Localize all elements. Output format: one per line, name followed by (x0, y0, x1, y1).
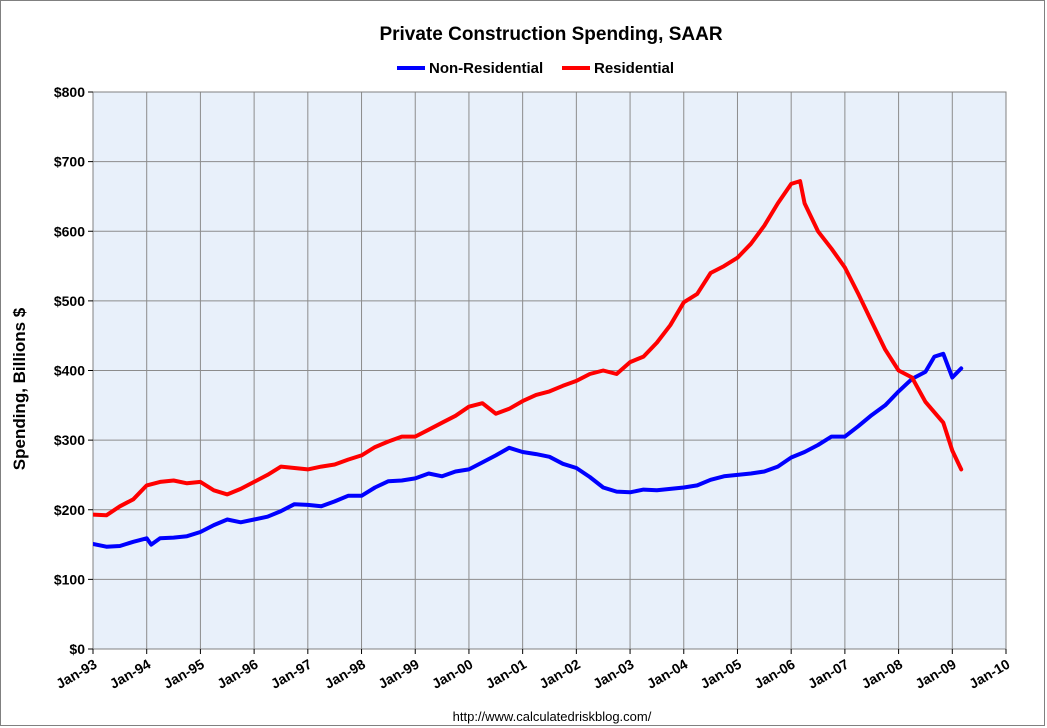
x-tick-label: Jan-93 (53, 656, 100, 692)
y-tick-label: $700 (54, 154, 85, 170)
series-lines (93, 179, 964, 549)
x-tick-label: Jan-05 (698, 656, 745, 692)
y-axis-ticks: $0 $100 $200 $300 $400 $500 $600 $700 $800 (54, 84, 93, 657)
source-link[interactable]: http://www.calculatedriskblog.com/ (453, 709, 652, 724)
y-tick-label: $300 (54, 432, 85, 448)
x-tick-label: Jan-99 (375, 656, 422, 692)
x-tick-label: Jan-95 (160, 656, 207, 692)
legend-label-residential: Residential (594, 60, 674, 77)
series-line-non-residential (93, 351, 964, 549)
y-axis-title: Spending, Billions $ (10, 307, 29, 470)
series-line-residential (93, 179, 964, 518)
x-tick-label: Jan-04 (644, 656, 691, 692)
x-tick-label: Jan-02 (536, 656, 583, 692)
x-tick-label: Jan-03 (590, 656, 637, 692)
x-tick-label: Jan-09 (912, 656, 959, 692)
legend: Non-Residential Residential (397, 60, 674, 77)
x-tick-label: Jan-08 (859, 656, 906, 692)
x-tick-label: Jan-96 (214, 656, 261, 692)
x-tick-label: Jan-00 (429, 656, 476, 692)
x-tick-label: Jan-94 (107, 656, 154, 692)
y-tick-label: $100 (54, 571, 85, 587)
x-tick-label: Jan-07 (805, 656, 852, 692)
x-tick-label: Jan-10 (966, 656, 1013, 692)
y-tick-label: $200 (54, 502, 85, 518)
y-tick-label: $400 (54, 363, 85, 379)
y-tick-label: $0 (69, 641, 85, 657)
y-tick-label: $800 (54, 84, 85, 100)
x-tick-label: Jan-06 (751, 656, 798, 692)
y-tick-label: $500 (54, 293, 85, 309)
x-tick-label: Jan-98 (322, 656, 369, 692)
x-tick-label: Jan-97 (268, 656, 315, 692)
legend-label-non-residential: Non-Residential (429, 60, 543, 77)
x-axis-ticks: Jan-93 Jan-94 Jan-95 Jan-96 Jan-97 Jan-98 Jan-… (53, 649, 1013, 692)
chart-title: Private Construction Spending, SAAR (379, 24, 722, 45)
y-tick-label: $600 (54, 223, 85, 239)
x-tick-label: Jan-01 (483, 656, 530, 692)
